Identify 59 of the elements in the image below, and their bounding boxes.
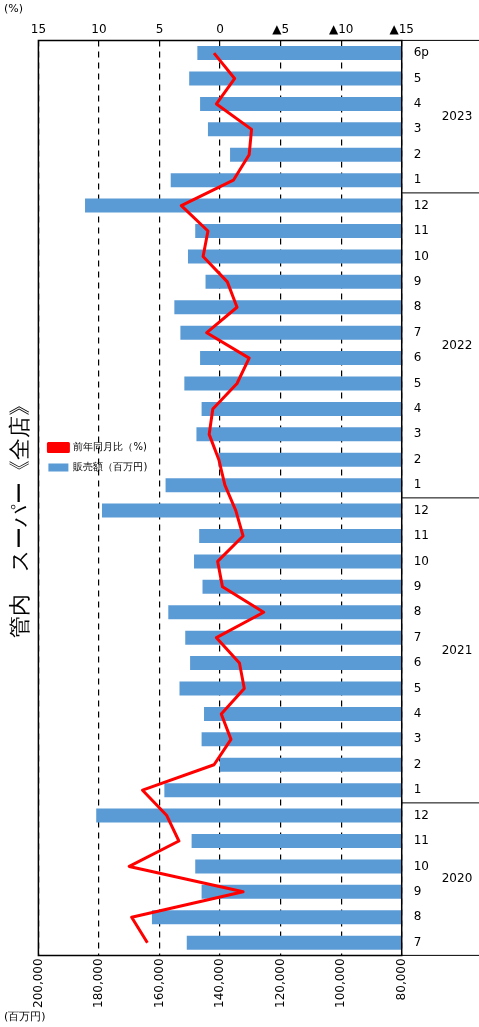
y-tick-label: 1 xyxy=(413,172,422,187)
y-tick-label: 8 xyxy=(413,604,422,619)
x2-tick-label: 0 xyxy=(216,22,224,37)
y-tick-label: 2 xyxy=(413,451,422,466)
y-tick-label: 8 xyxy=(413,299,422,314)
y-tick-label: 7 xyxy=(413,629,422,644)
y-tick-label: 2 xyxy=(413,146,422,161)
y-tick-label: 11 xyxy=(413,223,430,238)
y-tick-label: 10 xyxy=(413,858,430,873)
y-tick-label: 12 xyxy=(413,197,430,212)
x-tick-label: 140,000 xyxy=(212,958,227,1008)
y-tick-label: 4 xyxy=(413,401,422,416)
x-tick-label: 180,000 xyxy=(91,958,106,1008)
y-tick-label: 1 xyxy=(413,477,422,492)
x2-axis-title: (%) xyxy=(4,2,24,16)
x-tick-label: 200,000 xyxy=(30,958,45,1008)
y-tick-label: 2 xyxy=(413,756,422,771)
y-tick-label: 5 xyxy=(413,375,422,390)
text: 2020 xyxy=(441,871,473,886)
legend-label: 前年同月比（%) xyxy=(73,441,147,453)
y-tick-label: 7 xyxy=(413,934,422,949)
y-tick-label: 6p xyxy=(413,45,429,60)
x2-tick-label: 15 xyxy=(30,22,47,37)
y-tick-label: 5 xyxy=(413,680,422,695)
x-tick-label: 160,000 xyxy=(151,958,166,1008)
x2-tick-label: ▲5 xyxy=(272,22,290,37)
x-tick-label: 80,000 xyxy=(393,958,408,1001)
y-tick-label: 12 xyxy=(413,807,430,822)
text: 2023 xyxy=(441,108,473,123)
x2-tick-label: 5 xyxy=(155,22,164,37)
y-tick-label: 3 xyxy=(413,731,422,746)
y-tick-label: 11 xyxy=(413,833,430,848)
y-tick-label: 9 xyxy=(413,883,422,898)
x2-tick-label: ▲10 xyxy=(328,22,354,37)
x2-tick-label: 10 xyxy=(91,22,107,37)
y-tick-label: 12 xyxy=(413,502,430,517)
x-tick-label: 100,000 xyxy=(333,958,348,1008)
text: 2022 xyxy=(441,337,473,352)
x-axis-title: (百万円) xyxy=(4,1010,46,1024)
y-tick-label: 3 xyxy=(413,426,422,441)
y-tick-label: 6 xyxy=(413,350,422,365)
text: 管内 スーパー《全店》 xyxy=(6,393,32,638)
y-tick-label: 11 xyxy=(413,528,430,543)
y-tick-label: 6 xyxy=(413,655,422,670)
y-tick-label: 7 xyxy=(413,324,422,339)
legend-label: 販売額（百万円) xyxy=(73,461,148,473)
y-tick-label: 4 xyxy=(413,706,422,721)
y-tick-label: 10 xyxy=(413,248,430,263)
y-tick-label: 9 xyxy=(413,578,422,593)
y-tick-label: 10 xyxy=(413,553,430,568)
y-tick-label: 5 xyxy=(413,70,422,85)
y-tick-label: 1 xyxy=(413,782,422,797)
y-tick-label: 3 xyxy=(413,121,422,136)
y-tick-label: 4 xyxy=(413,96,422,111)
x2-tick-label: ▲15 xyxy=(389,22,414,37)
text: 2021 xyxy=(441,642,473,657)
x-tick-label: 120,000 xyxy=(272,958,287,1008)
y-tick-label: 9 xyxy=(413,273,422,288)
y-tick-label: 8 xyxy=(413,909,422,924)
